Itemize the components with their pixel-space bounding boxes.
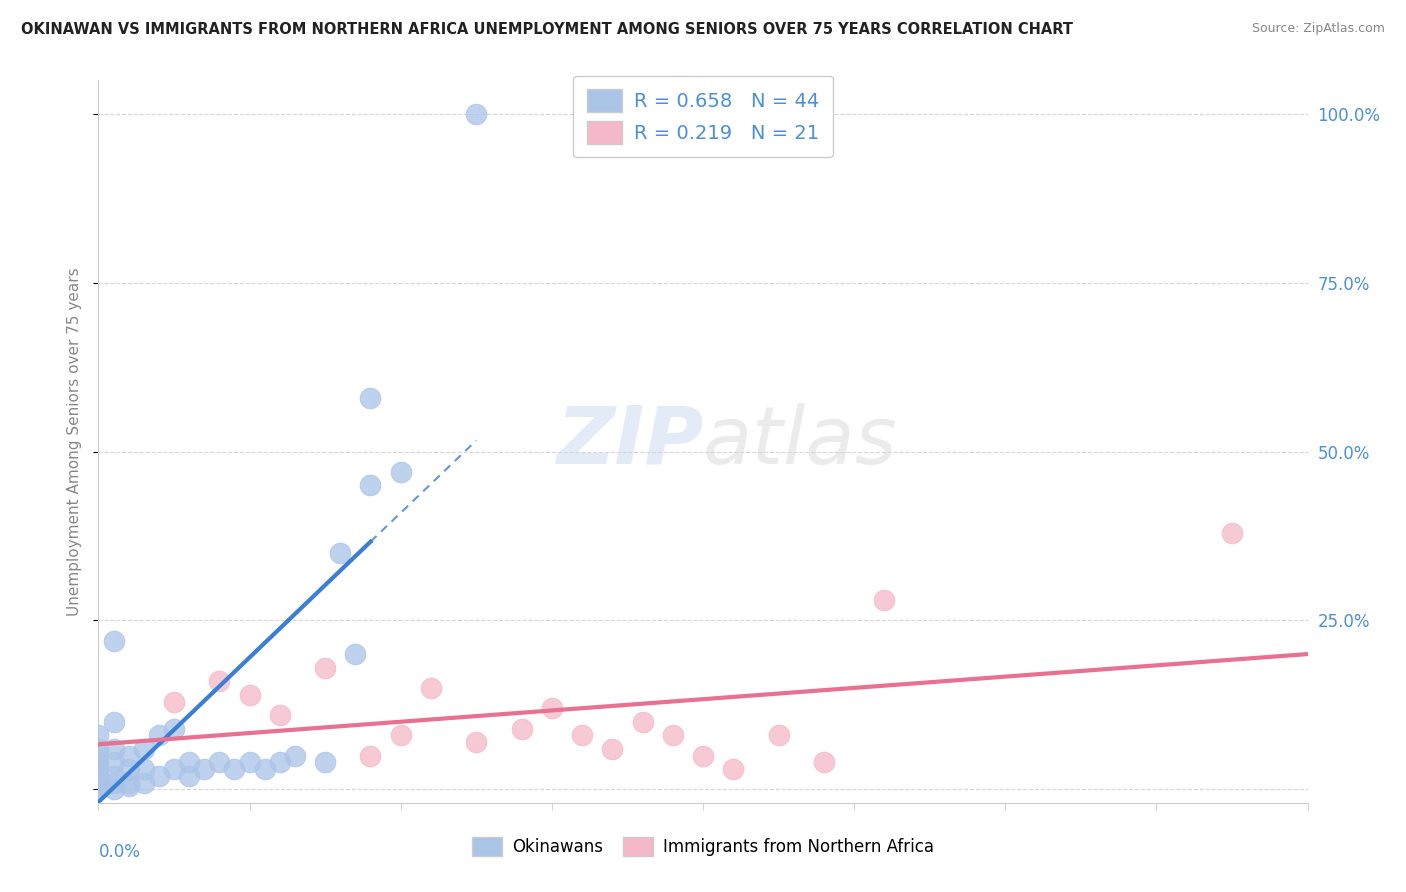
Point — [873, 593, 896, 607]
Point — [87, 779, 110, 793]
Text: OKINAWAN VS IMMIGRANTS FROM NORTHERN AFRICA UNEMPLOYMENT AMONG SENIORS OVER 75 Y: OKINAWAN VS IMMIGRANTS FROM NORTHERN AFR… — [21, 22, 1073, 37]
Text: Source: ZipAtlas.com: Source: ZipAtlas.com — [1251, 22, 1385, 36]
Point — [163, 762, 186, 776]
Point — [87, 741, 110, 756]
Point — [208, 674, 231, 689]
Point — [103, 769, 125, 783]
Point — [510, 722, 533, 736]
Point — [723, 762, 745, 776]
Point — [1220, 525, 1243, 540]
Text: atlas: atlas — [703, 402, 898, 481]
Y-axis label: Unemployment Among Seniors over 75 years: Unemployment Among Seniors over 75 years — [67, 268, 83, 615]
Point — [389, 728, 412, 742]
Point — [118, 762, 141, 776]
Point — [208, 756, 231, 770]
Point — [465, 735, 488, 749]
Text: ZIP: ZIP — [555, 402, 703, 481]
Point — [148, 769, 170, 783]
Point — [269, 756, 291, 770]
Point — [284, 748, 307, 763]
Point — [269, 708, 291, 723]
Point — [118, 748, 141, 763]
Point — [239, 756, 262, 770]
Point — [540, 701, 562, 715]
Point — [314, 756, 336, 770]
Point — [87, 748, 110, 763]
Point — [148, 728, 170, 742]
Point — [87, 782, 110, 797]
Point — [103, 741, 125, 756]
Point — [132, 741, 155, 756]
Point — [571, 728, 593, 742]
Point — [224, 762, 246, 776]
Point — [465, 107, 488, 121]
Point — [314, 661, 336, 675]
Point — [329, 546, 352, 560]
Point — [103, 633, 125, 648]
Point — [179, 769, 201, 783]
Point — [661, 728, 683, 742]
Point — [103, 775, 125, 789]
Point — [179, 756, 201, 770]
Legend: Okinawans, Immigrants from Northern Africa: Okinawans, Immigrants from Northern Afri… — [465, 830, 941, 863]
Point — [420, 681, 443, 695]
Point — [389, 465, 412, 479]
Point — [602, 741, 624, 756]
Point — [239, 688, 262, 702]
Point — [360, 748, 382, 763]
Point — [103, 782, 125, 797]
Point — [118, 775, 141, 789]
Point — [87, 762, 110, 776]
Point — [87, 775, 110, 789]
Point — [253, 762, 276, 776]
Point — [360, 391, 382, 405]
Point — [87, 769, 110, 783]
Point — [87, 728, 110, 742]
Point — [813, 756, 835, 770]
Point — [193, 762, 215, 776]
Text: 0.0%: 0.0% — [98, 843, 141, 861]
Point — [344, 647, 367, 661]
Point — [631, 714, 654, 729]
Point — [87, 756, 110, 770]
Point — [163, 722, 186, 736]
Point — [103, 756, 125, 770]
Point — [103, 714, 125, 729]
Point — [360, 478, 382, 492]
Point — [768, 728, 790, 742]
Point — [163, 694, 186, 708]
Point — [132, 762, 155, 776]
Point — [692, 748, 714, 763]
Point — [118, 779, 141, 793]
Point — [87, 772, 110, 787]
Point — [132, 775, 155, 789]
